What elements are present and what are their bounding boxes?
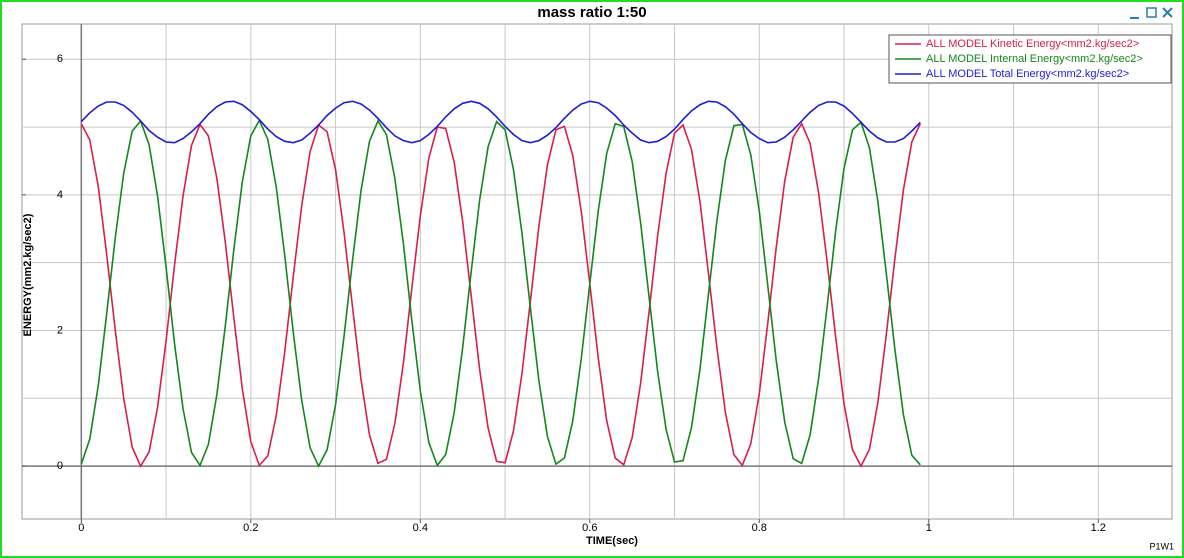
footer-label: P1W1: [1149, 541, 1174, 551]
y-tick-label: 0: [57, 460, 63, 472]
series-line: [80, 121, 922, 468]
legend-label: ALL MODEL Total Energy<mm2.kg/sec2>: [926, 68, 1129, 80]
y-axis-label: ENERGY(mm2.kg/sec2): [22, 213, 34, 336]
chart-title: mass ratio 1:50: [537, 4, 646, 21]
y-tick-label: 4: [57, 189, 63, 201]
legend-label: ALL MODEL Kinetic Energy<mm2.kg/sec2>: [926, 38, 1139, 50]
plot-area: [21, 23, 1173, 520]
y-tick-label: 6: [57, 53, 63, 65]
legend-label: ALL MODEL Internal Energy<mm2.kg/sec2>: [926, 53, 1143, 65]
x-tick-label: 1.2: [1091, 522, 1106, 534]
series-line: [80, 118, 921, 468]
x-tick-label: 0.6: [582, 522, 597, 534]
x-axis-label: TIME(sec): [586, 535, 638, 547]
series-line: [80, 100, 921, 144]
x-tick-label: 0.2: [243, 522, 258, 534]
x-tick-label: 0.8: [752, 522, 767, 534]
window-buttons[interactable]: [1130, 7, 1173, 19]
x-tick-label: 0: [78, 522, 84, 534]
maximize-button[interactable]: [1146, 7, 1157, 18]
x-tick-label: 0.4: [413, 522, 428, 534]
close-button[interactable]: [1162, 7, 1173, 18]
legend-box: [888, 34, 1172, 84]
x-tick-label: 1: [926, 522, 932, 534]
y-tick-label: 2: [57, 324, 63, 336]
